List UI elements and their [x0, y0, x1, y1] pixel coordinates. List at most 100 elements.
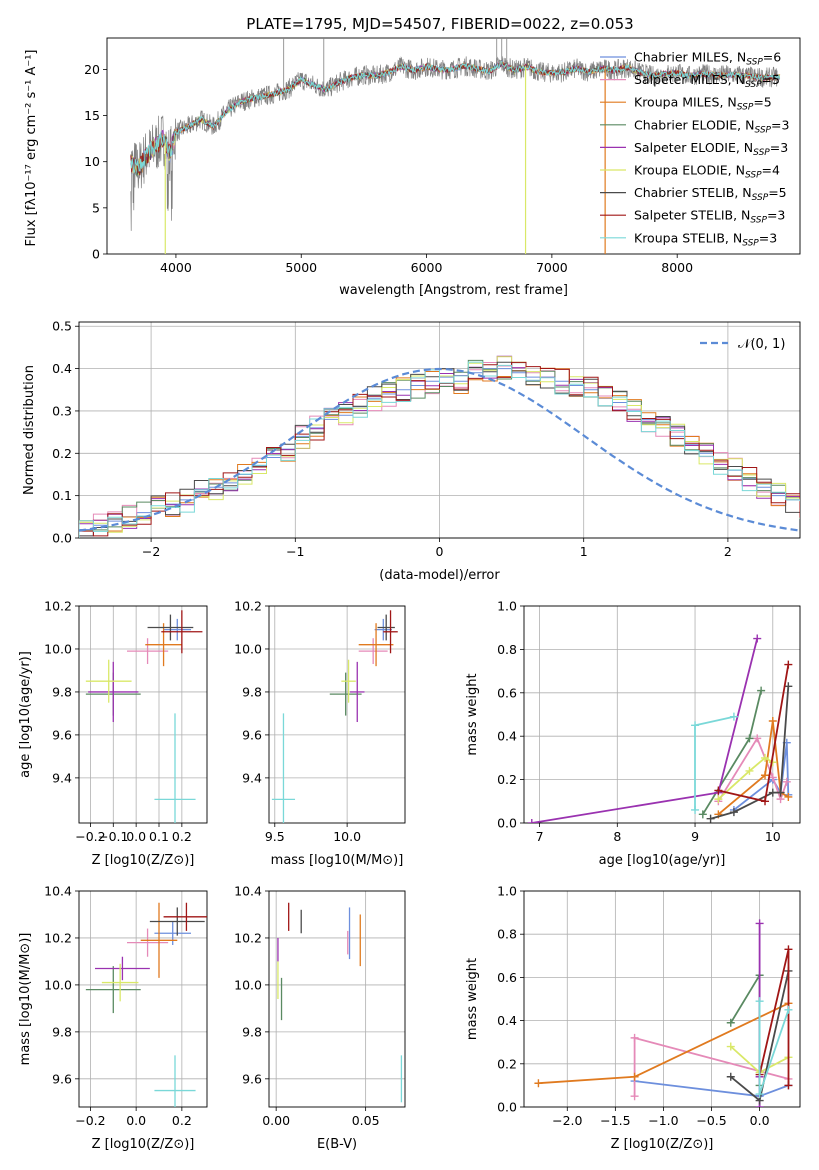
- data-point: [358, 623, 394, 667]
- x-tick-label: 10.0: [333, 829, 361, 844]
- y-tick-label: 0.1: [52, 488, 72, 503]
- weight-point-marker: [761, 771, 770, 780]
- residual_hist-axes: −2 −1 0 1 2 0.0 0.1 0.2 0.3 0.4 0.5: [52, 319, 801, 559]
- weight-point-marker: [755, 997, 764, 1006]
- weight-point-marker: [745, 766, 754, 775]
- y-tick-label: 10.4: [234, 884, 262, 899]
- weight-point-marker: [630, 1092, 639, 1101]
- age_vs_Z-plot-area: [85, 610, 203, 823]
- y-tick-label: 0.8: [497, 927, 517, 942]
- weight_vs_age-plot-area: [527, 634, 793, 823]
- x-tick-label: −2: [142, 544, 160, 559]
- weight-point-marker: [726, 1018, 735, 1027]
- x-tick-label: 0.0: [750, 1113, 770, 1128]
- y-axis-label: mass weight: [465, 673, 480, 755]
- x-tick-label: 0.1: [149, 829, 169, 844]
- x-tick-label: −1: [286, 544, 304, 559]
- y-tick-label: 10.2: [44, 930, 72, 945]
- data-point: [350, 661, 365, 723]
- x-tick-label: −0.2: [75, 829, 105, 844]
- data-point: [127, 638, 169, 665]
- histogram-step-line: [79, 361, 800, 538]
- weight_vs_Z-plot-area: [534, 919, 793, 1107]
- axes-frame: [106, 37, 801, 255]
- data-point: [149, 907, 205, 936]
- age_vs_mass-plot-area: [271, 610, 398, 823]
- legend-entry-label: Kroupa MILES, NSSP=5: [634, 95, 772, 113]
- weight-point-marker: [768, 788, 777, 797]
- x-tick-label: 0.05: [352, 1113, 380, 1128]
- weight-point-marker: [761, 797, 770, 806]
- legend-entry-label: Salpeter ELODIE, NSSP=3: [634, 140, 788, 158]
- x-tick-label: 0.00: [262, 1113, 290, 1128]
- axes-frame: [78, 321, 801, 539]
- y-tick-label: 10: [84, 154, 100, 169]
- mass_vs_Z-axes: −0.2 0.0 0.2 9.6 9.8 10.0 10.2 10.4: [44, 884, 208, 1128]
- y-tick-label: 9.6: [52, 727, 72, 742]
- y-tick-label: 9.6: [242, 727, 262, 742]
- y-tick-label: 5: [92, 200, 100, 215]
- x-tick-label: 9: [691, 829, 699, 844]
- y-tick-label: 0.6: [497, 685, 517, 700]
- weight-point-marker: [729, 808, 738, 817]
- data-point: [383, 610, 398, 654]
- data-point: [85, 966, 141, 1014]
- weight-point-marker: [527, 819, 536, 823]
- y-tick-label: 0.0: [497, 816, 517, 831]
- weight-point-marker: [630, 1033, 639, 1042]
- y-tick-label: 9.4: [52, 770, 72, 785]
- x-axis-label: Z [log10(Z/Z⊙)]: [611, 1137, 714, 1152]
- weight-point-marker: [784, 660, 793, 669]
- y-tick-label: 9.8: [242, 684, 262, 699]
- weight-point-marker: [753, 734, 762, 743]
- y-tick-label: 0.6: [497, 970, 517, 985]
- legend-entry-label: Chabrier STELIB, NSSP=5: [634, 185, 787, 203]
- data-point: [88, 661, 139, 723]
- weight-point-marker: [714, 786, 723, 795]
- x-tick-label: 7: [536, 829, 544, 844]
- axes-frame: [78, 890, 208, 1108]
- weight-point-marker: [698, 810, 707, 819]
- data-point: [163, 902, 207, 931]
- y-axis-label: age [log10(age/yr)]: [18, 651, 33, 778]
- weight-point-marker: [753, 634, 762, 643]
- legend-entry-label: Kroupa STELIB, NSSP=3: [634, 230, 777, 248]
- data-point: [163, 618, 191, 641]
- weight-point-marker: [755, 919, 764, 928]
- y-axis-label: mass [log10(M/M⊙)]: [18, 933, 33, 1066]
- weight-point-marker: [784, 1081, 793, 1090]
- weight-point-marker: [726, 1042, 735, 1051]
- axes-frame: [523, 605, 801, 824]
- y-tick-label: 0.4: [497, 729, 517, 744]
- weight-point-marker: [761, 753, 770, 762]
- x-tick-label: 2: [724, 544, 732, 559]
- y-tick-label: 0.2: [497, 1056, 517, 1071]
- y-tick-label: 15: [84, 108, 100, 123]
- y-tick-label: 10.0: [234, 977, 262, 992]
- data-point: [341, 659, 356, 703]
- x-tick-label: 8: [613, 829, 621, 844]
- weight-point-marker: [782, 777, 791, 786]
- mass_vs_ebv-plot-area: [277, 902, 403, 1103]
- weight_vs_Z-axes: −2.0 −1.5 −1.0 −0.5 0.0 0.0 0.2 0.4 0.6 0.8 1.0: [497, 884, 801, 1128]
- data-point: [127, 928, 169, 957]
- y-tick-label: 0.2: [52, 446, 72, 461]
- weight-point-marker: [776, 788, 785, 797]
- axes-frame: [523, 890, 801, 1108]
- x-tick-label: 0.2: [172, 829, 192, 844]
- x-axis-label: Z [log10(Z/Z⊙)]: [92, 1137, 195, 1152]
- x-tick-label: 7000: [536, 260, 568, 275]
- figure-title: PLATE=1795, MJD=54507, FIBERID=0022, z=0…: [246, 15, 633, 33]
- y-tick-label: 0.2: [497, 772, 517, 787]
- weight-point-marker: [729, 712, 738, 721]
- y-axis-label: Normed distribution: [22, 365, 37, 495]
- data-point: [145, 623, 182, 667]
- data-point: [374, 618, 392, 641]
- x-tick-label: 0.0: [126, 829, 146, 844]
- mass_vs_Z-plot-area: [85, 902, 207, 1107]
- weight-point-marker: [714, 795, 723, 804]
- x-tick-label: −0.5: [696, 1113, 726, 1128]
- x-tick-label: 6000: [411, 260, 443, 275]
- y-tick-label: 0.0: [52, 531, 72, 546]
- histogram-step-line: [79, 359, 800, 538]
